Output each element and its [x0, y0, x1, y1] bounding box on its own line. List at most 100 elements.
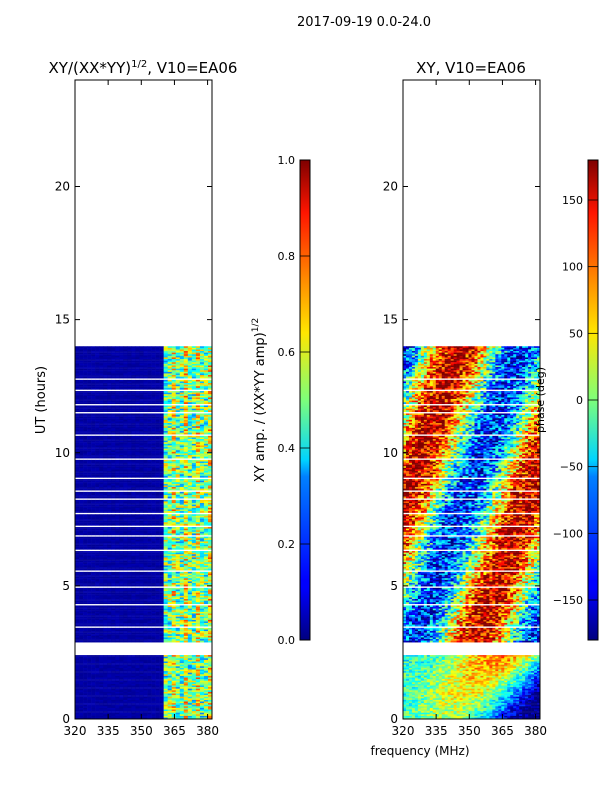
left-heatmap-cell — [95, 397, 100, 400]
left-heatmap-cell — [103, 519, 108, 521]
left-heatmap-cell — [207, 677, 212, 680]
left-heatmap-cell — [115, 522, 120, 525]
left-heatmap-cell — [103, 709, 108, 712]
left-heatmap-cell — [167, 672, 173, 675]
left-heatmap-cell — [147, 463, 152, 465]
left-heatmap-cell — [163, 503, 168, 505]
left-heatmap-cell — [207, 355, 212, 358]
left-heatmap-cell — [91, 467, 96, 470]
left-heatmap-cell — [143, 419, 148, 422]
left-heatmap-cell — [107, 522, 112, 525]
left-heatmap-cell — [87, 405, 92, 408]
left-heatmap-cell — [135, 381, 140, 384]
left-heatmap-cell — [163, 698, 168, 701]
left-heatmap-cell — [179, 456, 185, 459]
left-heatmap-cell — [91, 485, 96, 488]
left-heatmap-cell — [187, 528, 193, 531]
left-heatmap-cell — [167, 495, 173, 497]
left-heatmap-cell — [139, 506, 144, 509]
left-heatmap-cell — [135, 527, 140, 529]
left-heatmap-cell — [187, 690, 193, 693]
left-heatmap-cell — [135, 427, 140, 430]
left-heatmap-cell — [195, 466, 201, 469]
left-heatmap-cell — [119, 691, 124, 694]
left-heatmap-cell — [115, 488, 120, 491]
left-heatmap-cell — [131, 503, 136, 505]
left-heatmap-cell — [199, 487, 205, 489]
left-heatmap-cell — [199, 703, 205, 705]
left-heatmap-cell — [179, 509, 185, 512]
left-heatmap-cell — [135, 696, 140, 699]
left-heatmap-cell — [179, 704, 185, 707]
left-heatmap-cell — [155, 362, 160, 365]
left-heatmap-cell — [143, 349, 148, 352]
left-heatmap-cell — [147, 347, 152, 350]
left-heatmap-cell — [87, 664, 92, 667]
left-heatmap-cell — [155, 519, 160, 521]
left-heatmap-cell — [179, 709, 185, 712]
left-heatmap-cell — [187, 368, 193, 371]
left-heatmap-cell — [159, 687, 164, 689]
left-heatmap-cell — [147, 687, 152, 689]
left-heatmap-cell — [107, 663, 112, 665]
left-heatmap-cell — [143, 427, 148, 430]
left-heatmap-cell — [115, 528, 120, 531]
left-heatmap-cell — [187, 447, 193, 449]
left-heatmap-cell — [195, 517, 201, 520]
left-heatmap-cell — [75, 387, 80, 390]
left-heatmap-cell — [107, 669, 112, 672]
left-heatmap-cell — [99, 663, 104, 665]
left-heatmap-cell — [167, 360, 173, 363]
left-heatmap-cell — [195, 367, 201, 369]
left-heatmap-cell — [191, 683, 197, 686]
left-heatmap-cell — [87, 381, 92, 384]
left-heatmap-cell — [183, 456, 189, 459]
left-heatmap-cell — [115, 424, 120, 427]
left-heatmap-cell — [171, 471, 177, 473]
left-heatmap-cell — [79, 426, 84, 429]
left-heatmap-cell — [175, 416, 181, 419]
left-heatmap-cell — [95, 475, 100, 478]
left-heatmap-cell — [123, 431, 128, 433]
left-heatmap-cell — [139, 453, 144, 456]
left-heatmap-cell — [163, 707, 168, 710]
left-heatmap-cell — [183, 379, 189, 382]
left-heatmap-cell — [75, 533, 80, 536]
left-heatmap-cell — [155, 445, 160, 448]
left-heatmap-cell — [187, 451, 193, 454]
left-heatmap-cell — [139, 530, 144, 533]
left-heatmap-cell — [199, 482, 205, 485]
left-heatmap-cell — [95, 511, 100, 513]
left-heatmap-cell — [151, 469, 156, 472]
left-heatmap-cell — [143, 431, 148, 433]
left-heatmap-cell — [79, 472, 84, 475]
left-heatmap-cell — [139, 442, 144, 445]
left-heatmap-cell — [131, 450, 136, 453]
left-heatmap-cell — [199, 485, 205, 488]
left-heatmap-cell — [199, 450, 205, 453]
left-heatmap-cell — [191, 437, 197, 440]
left-heatmap-cell — [199, 419, 205, 422]
left-heatmap-cell — [195, 416, 201, 419]
left-heatmap-cell — [99, 450, 104, 453]
left-heatmap-cell — [99, 467, 104, 470]
left-heatmap-cell — [187, 397, 193, 400]
left-heatmap-cell — [191, 355, 197, 358]
left-heatmap-cell — [171, 661, 177, 664]
left-heatmap-cell — [187, 469, 193, 472]
left-heatmap-cell — [115, 664, 120, 667]
left-heatmap-cell — [203, 419, 209, 422]
left-heatmap-cell — [191, 469, 197, 472]
left-heatmap-cell — [167, 717, 173, 719]
left-heatmap-cell — [75, 487, 80, 489]
left-heatmap-cell — [83, 661, 88, 664]
left-heatmap-cell — [199, 359, 205, 361]
left-heatmap-cell — [103, 701, 108, 704]
left-heatmap-cell — [95, 528, 100, 531]
left-heatmap-cell — [115, 363, 120, 366]
left-heatmap-cell — [171, 352, 177, 355]
left-heatmap-cell — [155, 413, 160, 416]
left-heatmap-cell — [127, 381, 132, 384]
left-heatmap-cell — [179, 381, 185, 384]
left-heatmap-cell — [159, 488, 164, 491]
